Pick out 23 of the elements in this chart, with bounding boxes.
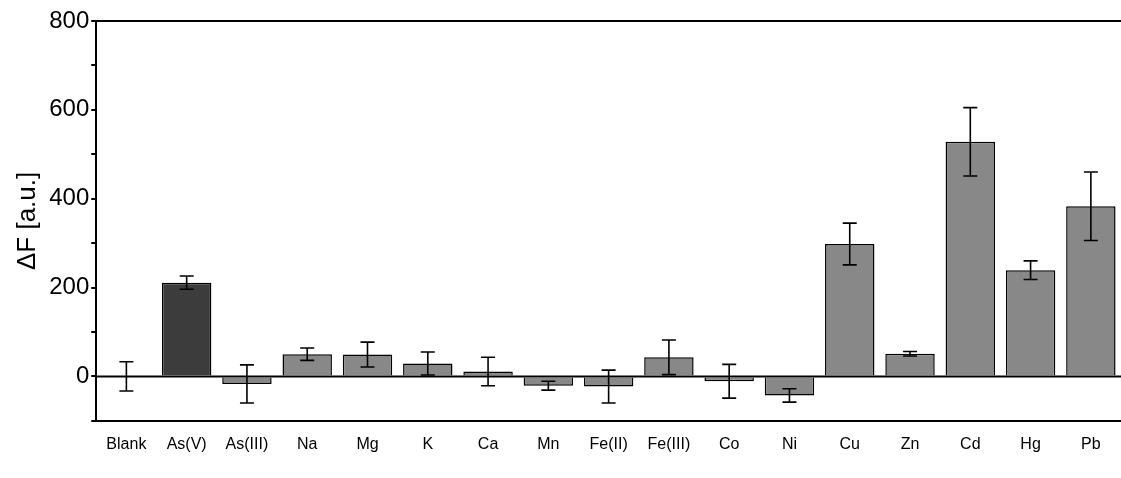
x-tick-label: Mg — [356, 434, 379, 452]
x-tick-label: Na — [297, 434, 318, 452]
y-axis-title: ΔF [a.u.] — [10, 171, 41, 271]
x-tick-label: Ca — [477, 434, 499, 452]
x-tick-label: Hg — [1020, 434, 1041, 452]
x-tick-label: Fe(II) — [589, 434, 628, 452]
x-tick-label: Blank — [106, 434, 148, 452]
x-tick-label: Co — [718, 434, 740, 452]
x-tick-label: Mn — [537, 434, 560, 452]
y-tick-label: 400 — [49, 183, 90, 211]
x-tick-label: Cd — [960, 434, 981, 452]
x-tick-label: Zn — [900, 434, 920, 452]
x-tick-label: Pb — [1081, 434, 1101, 452]
y-tick-label: 800 — [49, 5, 90, 33]
x-tick-label: As(III) — [225, 434, 269, 452]
y-tick-label: 0 — [75, 361, 90, 388]
y-tick-label: 600 — [49, 94, 90, 122]
x-tick-label: Ni — [781, 434, 798, 452]
y-tick-label: 200 — [49, 272, 90, 300]
x-tick-label: Cu — [839, 434, 860, 452]
x-tick-label: Fe(III) — [647, 434, 691, 452]
x-tick-label: As(V) — [166, 434, 207, 452]
x-tick-label: K — [422, 434, 434, 452]
